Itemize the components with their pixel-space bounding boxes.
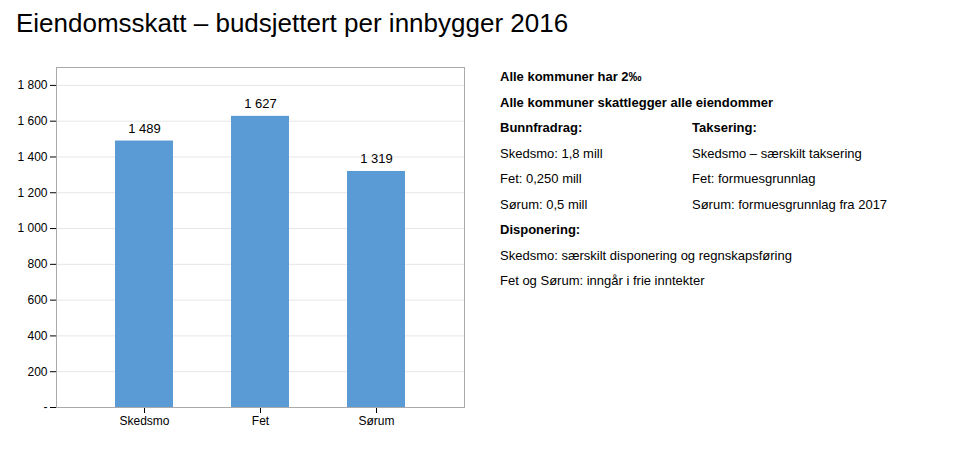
svg-text:800: 800	[27, 257, 47, 271]
html-text:Alle kommuner skattlegger alle: Alle kommuner skattlegger alle eiendomme…	[500, 94, 774, 110]
html-text:Fet: formuesgrunnlag: Fet: formuesgrunnlag	[692, 171, 816, 186]
svg-text:600: 600	[27, 293, 47, 307]
svg-text:1 627: 1 627	[244, 96, 277, 111]
svg-text:1 200: 1 200	[17, 186, 47, 200]
html-text:Bunnfradrag:: Bunnfradrag:	[500, 120, 583, 135]
svg-text:400: 400	[27, 329, 47, 343]
svg-text:Skedsmo: Skedsmo	[119, 414, 169, 428]
html-text:Alle kommuner har 2‰: Alle kommuner har 2‰	[500, 69, 642, 84]
svg-text:1 489: 1 489	[128, 121, 161, 136]
html-text:Sørum: 0,5 mill: Sørum: 0,5 mill	[500, 196, 588, 212]
svg-text:1 600: 1 600	[17, 114, 47, 128]
svg-text:Fet: Fet	[252, 414, 270, 428]
html-text:Skedsmo – særskilt taksering: Skedsmo – særskilt taksering	[692, 145, 862, 161]
svg-text:1 319: 1 319	[360, 151, 393, 166]
html-text:Skedsmo: særskilt disponering: Skedsmo: særskilt disponering og regnska…	[500, 247, 792, 263]
html-text:Fet og Sørum: inngår i frie in: Fet og Sørum: inngår i frie inntekter	[500, 273, 705, 288]
svg-text:1 400: 1 400	[17, 150, 47, 164]
html-text:Eiendomsskatt – budsjettert pe: Eiendomsskatt – budsjettert per innbygge…	[16, 8, 569, 38]
html-text:Fet: 0,250 mill: Fet: 0,250 mill	[500, 171, 582, 186]
html-text:Skedsmo: 1,8 mill: Skedsmo: 1,8 mill	[500, 145, 603, 161]
svg-text:-: -	[44, 400, 48, 414]
svg-text:1 000: 1 000	[17, 221, 47, 235]
svg-text:Sørum: Sørum	[359, 414, 395, 428]
html-text:Disponering:: Disponering:	[500, 222, 581, 237]
svg-text:1 800: 1 800	[17, 78, 47, 92]
html-text:Sørum: formuesgrunnlag fra 201: Sørum: formuesgrunnlag fra 2017	[692, 196, 888, 212]
svg-text:200: 200	[27, 365, 47, 379]
html-text:Taksering:: Taksering:	[692, 120, 757, 135]
